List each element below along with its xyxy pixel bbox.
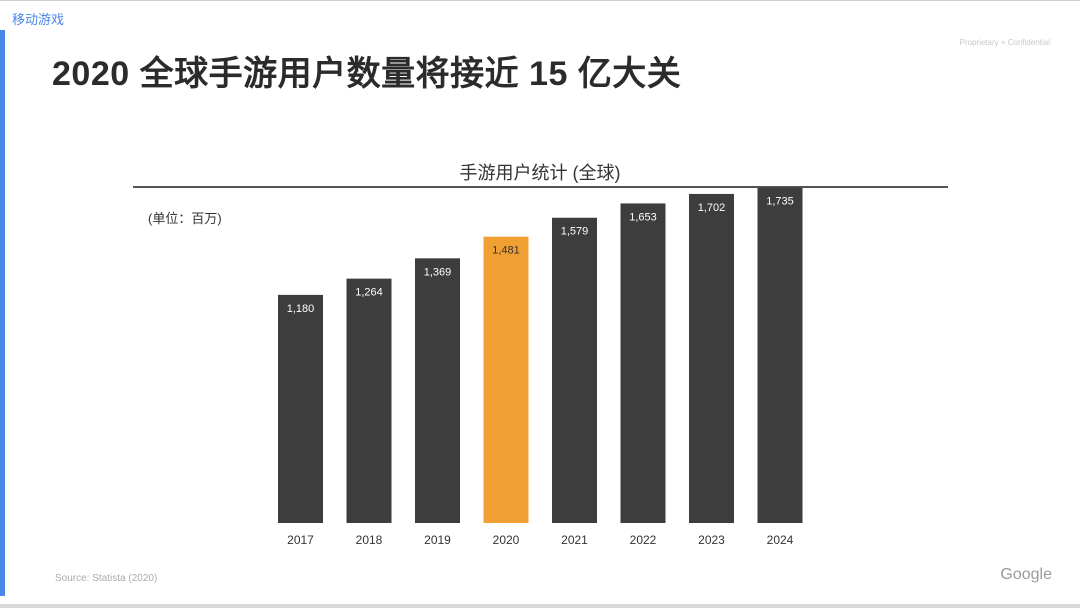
x-tick-2023: 2023 bbox=[698, 533, 725, 547]
bottom-border bbox=[0, 604, 1080, 608]
x-tick-2021: 2021 bbox=[561, 533, 588, 547]
section-label: 移动游戏 bbox=[12, 12, 65, 27]
x-tick-2019: 2019 bbox=[424, 533, 451, 547]
x-tick-2020: 2020 bbox=[493, 533, 520, 547]
x-tick-2017: 2017 bbox=[287, 533, 314, 547]
top-border bbox=[0, 0, 1080, 1]
data-label-2023: 1,702 bbox=[698, 202, 726, 214]
bar-2019 bbox=[415, 258, 460, 523]
data-label-2020: 1,481 bbox=[492, 245, 520, 257]
bar-2023 bbox=[689, 193, 734, 524]
proprietary-notice: Proprietary + Confidential bbox=[959, 38, 1051, 47]
chart-title: 手游用户统计 (全球) bbox=[459, 163, 621, 183]
accent-bar bbox=[0, 30, 5, 596]
data-label-2017: 1,180 bbox=[287, 303, 315, 315]
x-tick-2024: 2024 bbox=[767, 533, 794, 547]
data-label-2021: 1,579 bbox=[561, 226, 589, 238]
slide-title: 2020 全球手游用户数量将接近 15 亿大关 bbox=[52, 55, 682, 93]
data-label-2024: 1,735 bbox=[766, 196, 794, 208]
google-logo: Google bbox=[1000, 566, 1052, 583]
x-tick-2022: 2022 bbox=[630, 533, 657, 547]
bar-2022 bbox=[620, 203, 666, 524]
x-tick-2018: 2018 bbox=[356, 533, 383, 547]
data-label-2022: 1,653 bbox=[629, 211, 657, 223]
bar-2020 bbox=[483, 236, 529, 523]
data-label-2019: 1,369 bbox=[424, 266, 452, 278]
bar-2017 bbox=[278, 294, 323, 523]
unit-label: (单位：百万) bbox=[148, 211, 222, 226]
bar-2021 bbox=[552, 217, 597, 523]
bar-2018 bbox=[346, 278, 392, 523]
chart-title-rule bbox=[133, 186, 948, 188]
data-label-2018: 1,264 bbox=[355, 287, 383, 299]
source-note: Source: Statista (2020) bbox=[55, 573, 158, 584]
bar-2024 bbox=[757, 187, 803, 524]
